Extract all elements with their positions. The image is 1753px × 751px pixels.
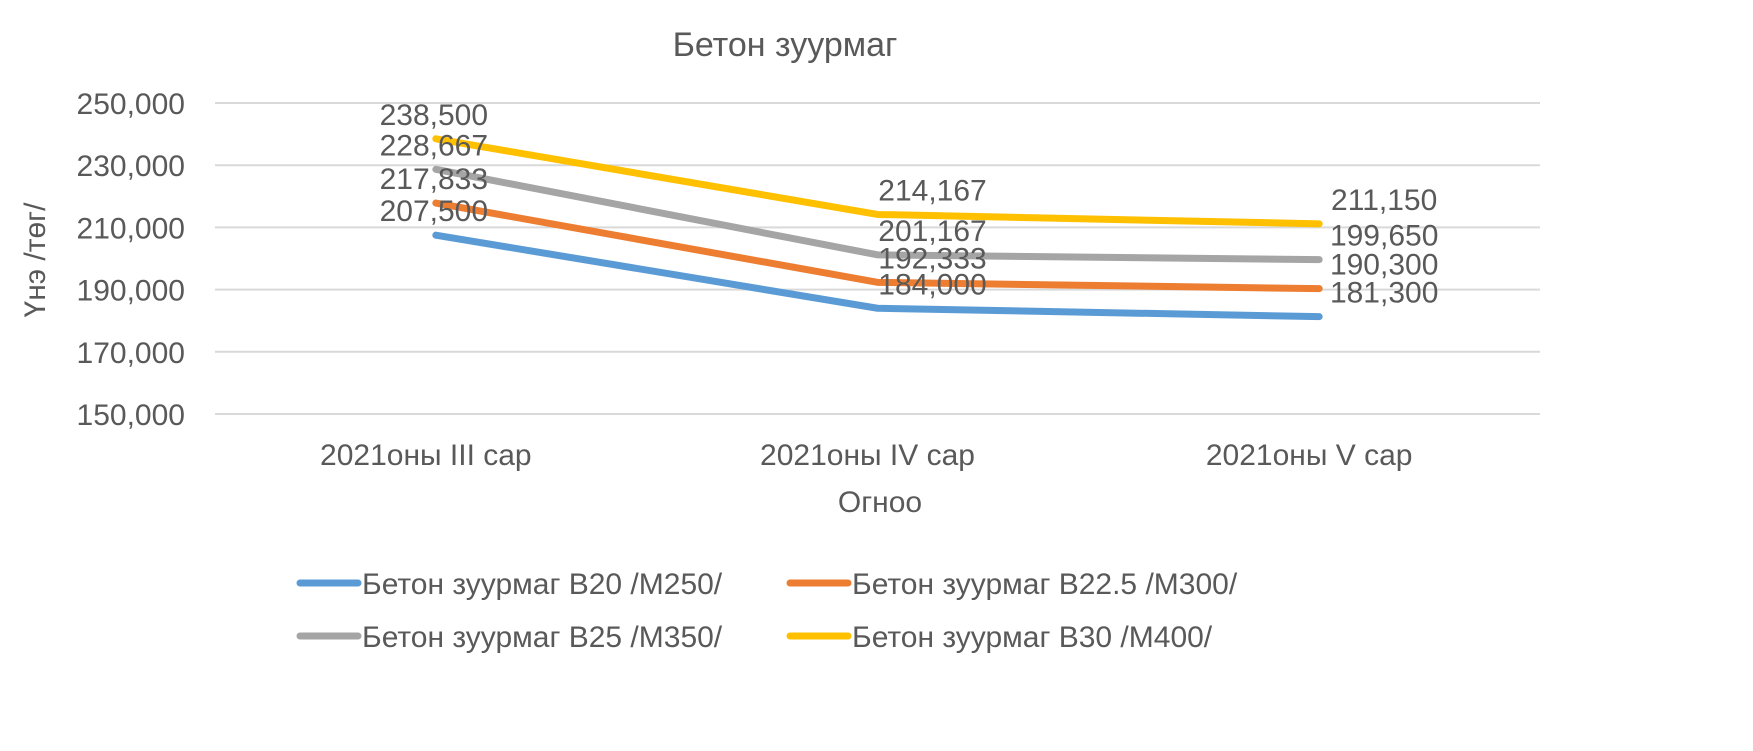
data-label: 201,167: [878, 215, 986, 248]
data-label: 211,150: [1331, 184, 1437, 217]
data-label: 181,300: [1330, 277, 1438, 310]
y-tick-label: 150,000: [77, 399, 185, 432]
data-label: 184,000: [878, 268, 986, 301]
data-label: 207,500: [380, 195, 488, 228]
legend-label: Бетон зуурмаг B25 /M350/: [362, 621, 723, 654]
legend-item: Бетон зуурмаг B22.5 /M300/: [786, 568, 1238, 601]
legend-item: Бетон зуурмаг B30 /M400/: [786, 621, 1213, 654]
series-line: [432, 135, 1323, 228]
data-label: 190,300: [1330, 249, 1438, 282]
legend-label: Бетон зуурмаг B22.5 /M300/: [852, 568, 1238, 601]
series-line: [432, 231, 1323, 321]
series-line: [432, 199, 1323, 293]
data-label: 238,500: [380, 99, 488, 132]
gridlines: [215, 102, 1540, 415]
x-tick-label: 2021оны V сар: [1206, 439, 1413, 472]
y-tick-label: 170,000: [77, 337, 185, 370]
data-label: 214,167: [878, 174, 986, 207]
y-axis-label: Үнэ /төг/: [19, 202, 52, 318]
data-labels: 207,500 184,000 181,300 217,833 192,333 190,3…: [380, 99, 1439, 310]
y-tick-label: 210,000: [77, 212, 185, 245]
y-axis-ticks: 150,000 170,000 190,000 210,000 230,000 250,0…: [77, 88, 185, 432]
legend-label: Бетон зуурмаг B30 /M400/: [852, 621, 1213, 654]
y-tick-label: 230,000: [77, 150, 185, 183]
series-lines: [432, 135, 1323, 321]
data-label: 199,650: [1330, 220, 1438, 253]
data-label: 217,833: [380, 163, 488, 196]
data-label: 192,333: [878, 242, 986, 275]
series-line: [432, 165, 1323, 264]
data-label: 228,667: [380, 129, 488, 162]
legend-label: Бетон зуурмаг B20 /M250/: [362, 568, 723, 601]
y-tick-label: 250,000: [77, 88, 185, 121]
x-axis-label: Огноо: [838, 486, 922, 519]
chart-title: Бетон зуурмаг: [673, 26, 898, 64]
y-tick-label: 190,000: [77, 275, 185, 308]
x-axis-ticks: 2021оны III сар 2021оны IV сар 2021оны V с…: [320, 439, 1412, 472]
legend-item: Бетон зуурмаг B20 /M250/: [296, 568, 723, 601]
legend: Бетон зуурмаг B20 /M250/Бетон зуурмаг B2…: [296, 568, 1238, 654]
legend-item: Бетон зуурмаг B25 /M350/: [296, 621, 723, 654]
x-tick-label: 2021оны III сар: [320, 439, 532, 472]
x-tick-label: 2021оны IV сар: [760, 439, 975, 472]
